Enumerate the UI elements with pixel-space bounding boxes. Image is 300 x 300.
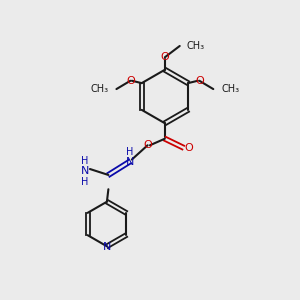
Text: CH₃: CH₃ (221, 84, 239, 94)
Text: N: N (80, 167, 89, 176)
Text: O: O (143, 140, 152, 150)
Text: H: H (81, 156, 88, 166)
Text: CH₃: CH₃ (186, 41, 204, 51)
Text: O: O (184, 142, 193, 153)
Text: O: O (160, 52, 169, 62)
Text: H: H (125, 147, 133, 157)
Text: O: O (126, 76, 135, 86)
Text: CH₃: CH₃ (90, 84, 108, 94)
Text: N: N (103, 242, 111, 252)
Text: H: H (81, 177, 88, 187)
Text: O: O (195, 76, 204, 86)
Text: N: N (126, 157, 134, 166)
